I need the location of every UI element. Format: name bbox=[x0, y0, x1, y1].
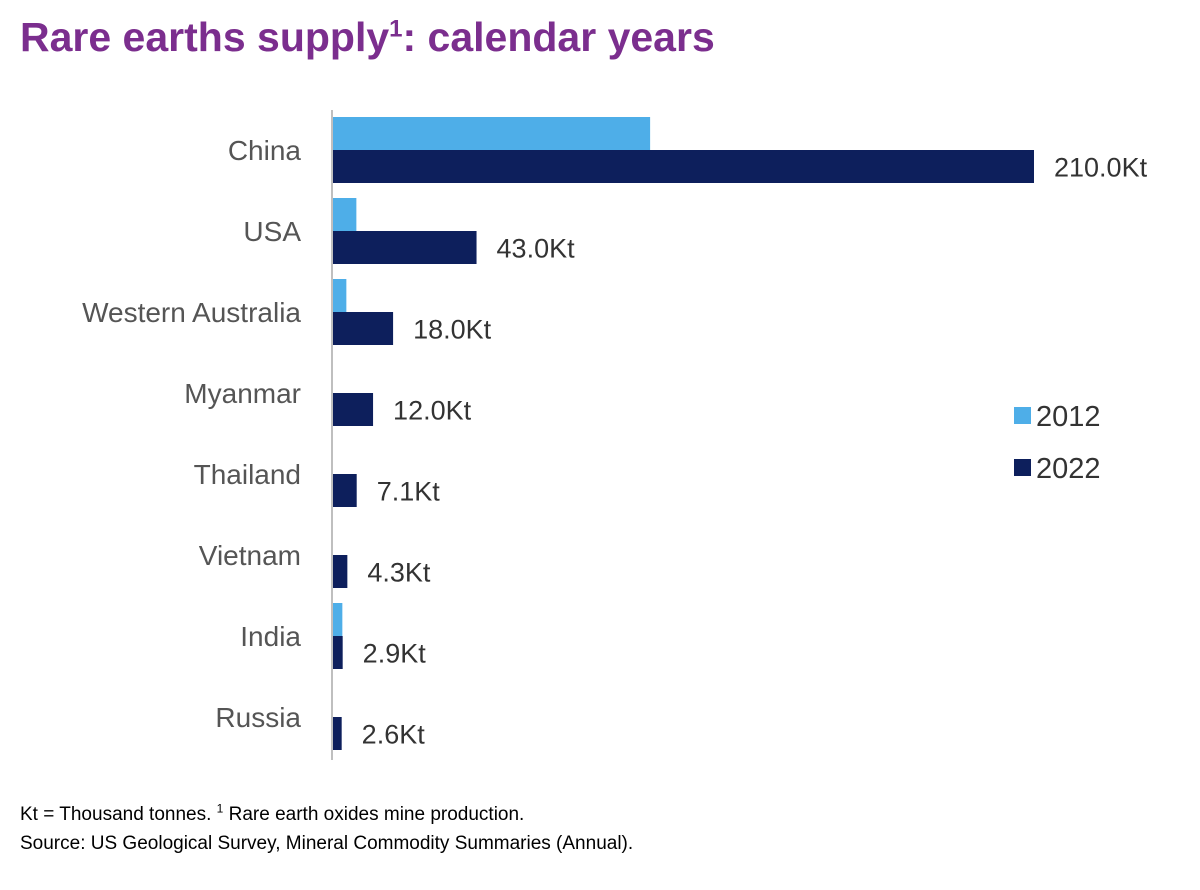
legend-swatch-2022 bbox=[1014, 459, 1031, 476]
bar-2022-vietnam bbox=[333, 555, 348, 588]
bar-2022-thailand bbox=[333, 474, 357, 507]
value-label-china: 210.0Kt bbox=[1054, 153, 1148, 183]
chart-title-rest: : calendar years bbox=[402, 14, 715, 60]
bar-2012-india bbox=[333, 603, 343, 636]
bar-2022-china bbox=[333, 150, 1034, 183]
category-label-russia: Russia bbox=[215, 702, 301, 733]
bar-2012-western-australia bbox=[333, 279, 347, 312]
bar-2022-myanmar bbox=[333, 393, 374, 426]
category-label-vietnam: Vietnam bbox=[199, 540, 301, 571]
category-label-thailand: Thailand bbox=[194, 459, 301, 490]
value-label-india: 2.9Kt bbox=[363, 639, 427, 669]
footnote-units-text: Kt = Thousand tonnes. bbox=[20, 804, 217, 825]
footnote-source: Source: US Geological Survey, Mineral Co… bbox=[20, 833, 634, 854]
value-label-western-australia: 18.0Kt bbox=[413, 315, 492, 345]
bar-chart: China 210.0Kt USA 43.0Kt Western Australia 18… bbox=[82, 110, 1148, 760]
bar-2022-western-australia bbox=[333, 312, 394, 345]
category-label-usa: USA bbox=[243, 216, 301, 247]
category-label-india: India bbox=[240, 621, 301, 652]
footnote-definition: Rare earth oxides mine production. bbox=[223, 804, 525, 825]
bar-2012-usa bbox=[333, 198, 357, 231]
category-label-western-australia: Western Australia bbox=[82, 297, 301, 328]
legend-swatch-2012 bbox=[1014, 407, 1031, 424]
value-label-usa: 43.0Kt bbox=[497, 234, 576, 264]
legend-label-2012: 2012 bbox=[1036, 401, 1101, 433]
value-label-vietnam: 4.3Kt bbox=[367, 558, 431, 588]
footnote-units: Kt = Thousand tonnes. 1 Rare earth oxide… bbox=[20, 801, 525, 826]
footnote-mark: 1 bbox=[216, 801, 224, 816]
chart-title-footnote-mark: 1 bbox=[389, 15, 403, 43]
bar-2022-russia bbox=[333, 717, 342, 750]
bar-2012-china bbox=[333, 117, 651, 150]
bar-2022-usa bbox=[333, 231, 477, 264]
legend-label-2022: 2022 bbox=[1036, 453, 1101, 485]
value-label-myanmar: 12.0Kt bbox=[393, 396, 472, 426]
value-label-russia: 2.6Kt bbox=[362, 720, 426, 750]
category-label-myanmar: Myanmar bbox=[184, 378, 301, 409]
chart-title: Rare earths supply1: calendar years bbox=[20, 14, 715, 61]
value-label-thailand: 7.1Kt bbox=[377, 477, 441, 507]
category-label-china: China bbox=[228, 135, 302, 166]
bar-2022-india bbox=[333, 636, 343, 669]
chart-title-main: Rare earths supply bbox=[20, 14, 390, 60]
